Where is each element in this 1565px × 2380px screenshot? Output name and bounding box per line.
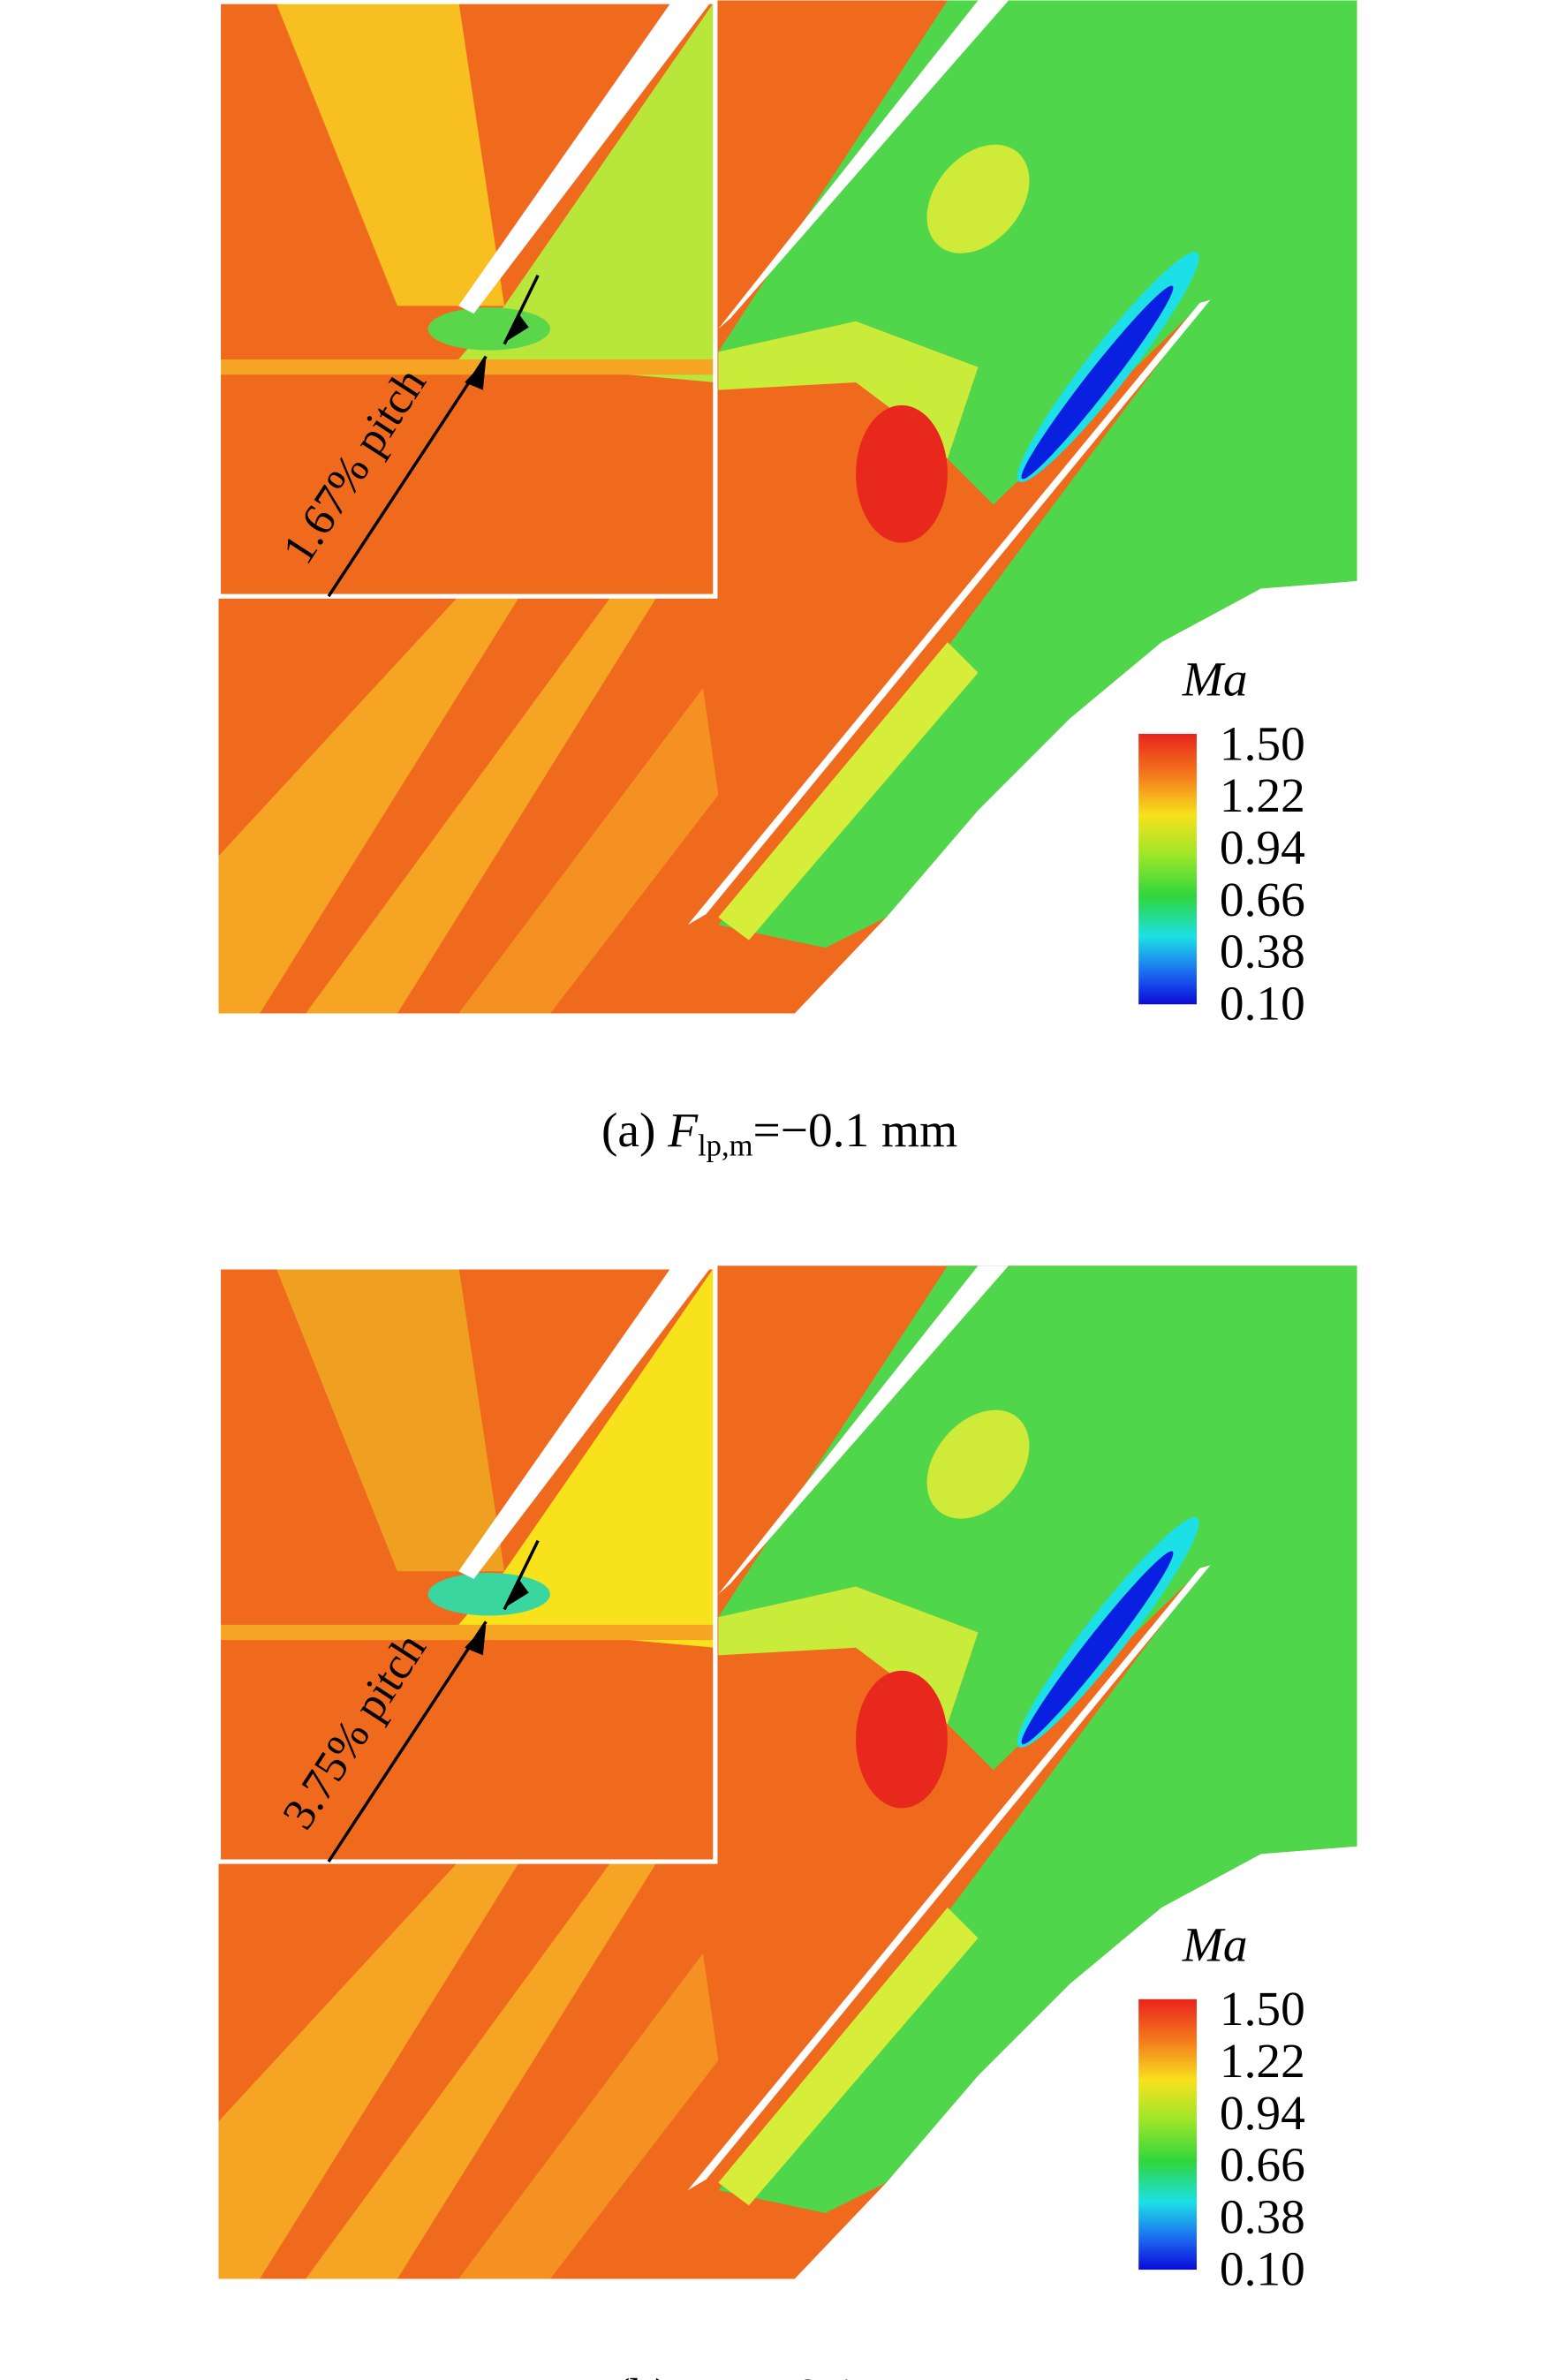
arrow-head — [465, 359, 487, 390]
caption-value: =0.1 mm — [768, 2369, 945, 2380]
legend-tick-label: 0.94 — [1220, 2086, 1305, 2140]
inset-border — [215, 1265, 718, 1864]
legend-tick-label: 1.22 — [1220, 2034, 1305, 2088]
blade — [687, 299, 1211, 926]
yellow-spot — [926, 1409, 1030, 1519]
caption: (a) Flp,m=−0.1 mm — [601, 1103, 957, 1162]
blue-wake — [1021, 1551, 1174, 1745]
caption-label: (a) — [601, 1103, 655, 1157]
caption-subscript: lp,m — [698, 1130, 753, 1163]
inset-border — [215, 0, 718, 599]
legend-tick-label: 1.50 — [1220, 716, 1305, 770]
legend-title: Ma — [1182, 653, 1248, 706]
blade — [687, 1565, 1211, 2191]
arrow-head — [465, 1624, 487, 1656]
legend-tick-label: 0.10 — [1220, 977, 1305, 1031]
panel: 3.75% pitch Ma 1.501.220.940.660.380.10 (b)… — [215, 1265, 1357, 2380]
blue-wake — [1021, 285, 1174, 480]
green-zone — [718, 0, 1357, 948]
legend-tick-label: 0.94 — [1220, 820, 1305, 874]
arrow-head — [504, 1580, 529, 1608]
stripe — [218, 1862, 520, 2279]
inset: 3.75% pitch — [215, 1265, 718, 1864]
yellow-band — [718, 1907, 979, 2206]
legend-title: Ma — [1182, 1918, 1248, 1972]
colorbar — [1138, 1998, 1197, 2270]
legend-tick-label: 0.66 — [1220, 873, 1305, 926]
stripe — [458, 688, 719, 1014]
caption-label: (b) — [614, 2369, 671, 2380]
green-zone — [718, 1266, 1357, 2214]
legend-tick-label: 0.66 — [1220, 2138, 1305, 2192]
blade — [718, 0, 1009, 329]
legend-tick-label: 1.50 — [1220, 1982, 1305, 2036]
inset-yellow — [275, 0, 505, 306]
contour — [218, 0, 1357, 1014]
legend-tick-label: 1.22 — [1220, 768, 1305, 822]
inset-jet — [427, 1572, 550, 1616]
dim-line — [327, 355, 488, 598]
inset-yellow — [275, 1266, 505, 1572]
stripe — [306, 1862, 658, 2279]
inset-band — [218, 359, 715, 375]
yellow-band — [718, 642, 979, 941]
red-blob — [856, 1670, 948, 1809]
stripe — [306, 596, 658, 1014]
arrow-head — [504, 314, 529, 343]
panel: 1.67% pitch Ma 1.501.220.940.660.380.10 (a)… — [215, 0, 1357, 1163]
stripe — [458, 1953, 719, 2279]
legend-tick-label: 0.38 — [1220, 925, 1305, 978]
inset-blade — [458, 0, 713, 314]
inset-blade — [458, 1266, 713, 1579]
colorbar — [1138, 733, 1197, 1005]
legend-tick-label: 0.38 — [1220, 2190, 1305, 2244]
inset-green — [458, 0, 715, 382]
caption: (b)Flp,m=0.1 mm — [614, 2369, 945, 2380]
caption-value: =−0.1 mm — [753, 1103, 958, 1157]
yellow-spot — [926, 144, 1030, 253]
inset-green — [458, 1266, 715, 1648]
caption-symbol: F — [667, 1103, 699, 1157]
inset-band — [218, 1624, 715, 1641]
dim-line — [327, 1621, 488, 1862]
inset-jet — [427, 307, 550, 351]
stripe — [218, 596, 520, 1014]
inset: 1.67% pitch — [215, 0, 718, 599]
blade — [718, 1266, 1009, 1595]
caption-symbol: F — [682, 2369, 714, 2380]
legend-tick-label: 0.10 — [1220, 2241, 1305, 2295]
red-blob — [856, 404, 948, 543]
